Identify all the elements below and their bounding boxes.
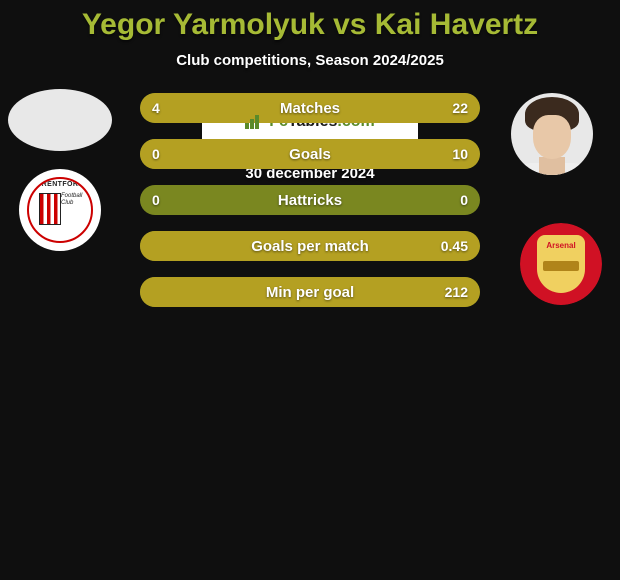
arsenal-icon: Arsenal <box>520 223 602 305</box>
stat-label: Goals <box>140 146 480 163</box>
stat-row: Goals per match0.45 <box>140 231 480 261</box>
club-left-badge: BRENTFORD Football Club <box>19 169 101 251</box>
stat-row: 0Goals10 <box>140 139 480 169</box>
brentford-subtext: Football Club <box>61 193 85 206</box>
club-right-badge: Arsenal <box>520 223 602 305</box>
stat-value-right: 0.45 <box>441 238 468 254</box>
player-face-icon <box>511 93 593 175</box>
stat-value-right: 22 <box>452 100 468 116</box>
stat-row: 0Hattricks0 <box>140 185 480 215</box>
stat-row: 4Matches22 <box>140 93 480 123</box>
stats-list: 4Matches220Goals100Hattricks0Goals per m… <box>140 93 480 323</box>
arsenal-cannon-icon <box>543 261 579 271</box>
stat-label: Matches <box>140 100 480 117</box>
subtitle: Club competitions, Season 2024/2025 <box>0 52 620 69</box>
stat-value-right: 10 <box>452 146 468 162</box>
stat-label: Goals per match <box>140 238 480 255</box>
stat-label: Min per goal <box>140 284 480 301</box>
stat-value-right: 0 <box>460 192 468 208</box>
player-right-photo <box>511 93 593 175</box>
brentford-icon: BRENTFORD Football Club <box>27 177 93 243</box>
page-title: Yegor Yarmolyuk vs Kai Havertz <box>0 0 620 42</box>
stat-row: Min per goal212 <box>140 277 480 307</box>
arsenal-text: Arsenal <box>537 241 585 250</box>
stat-label: Hattricks <box>140 192 480 209</box>
bar-chart-icon <box>245 115 263 129</box>
player-left-photo <box>8 89 112 151</box>
brentford-shield-icon <box>39 193 61 225</box>
brentford-text: BRENTFORD <box>29 181 91 188</box>
stat-value-right: 212 <box>445 284 468 300</box>
